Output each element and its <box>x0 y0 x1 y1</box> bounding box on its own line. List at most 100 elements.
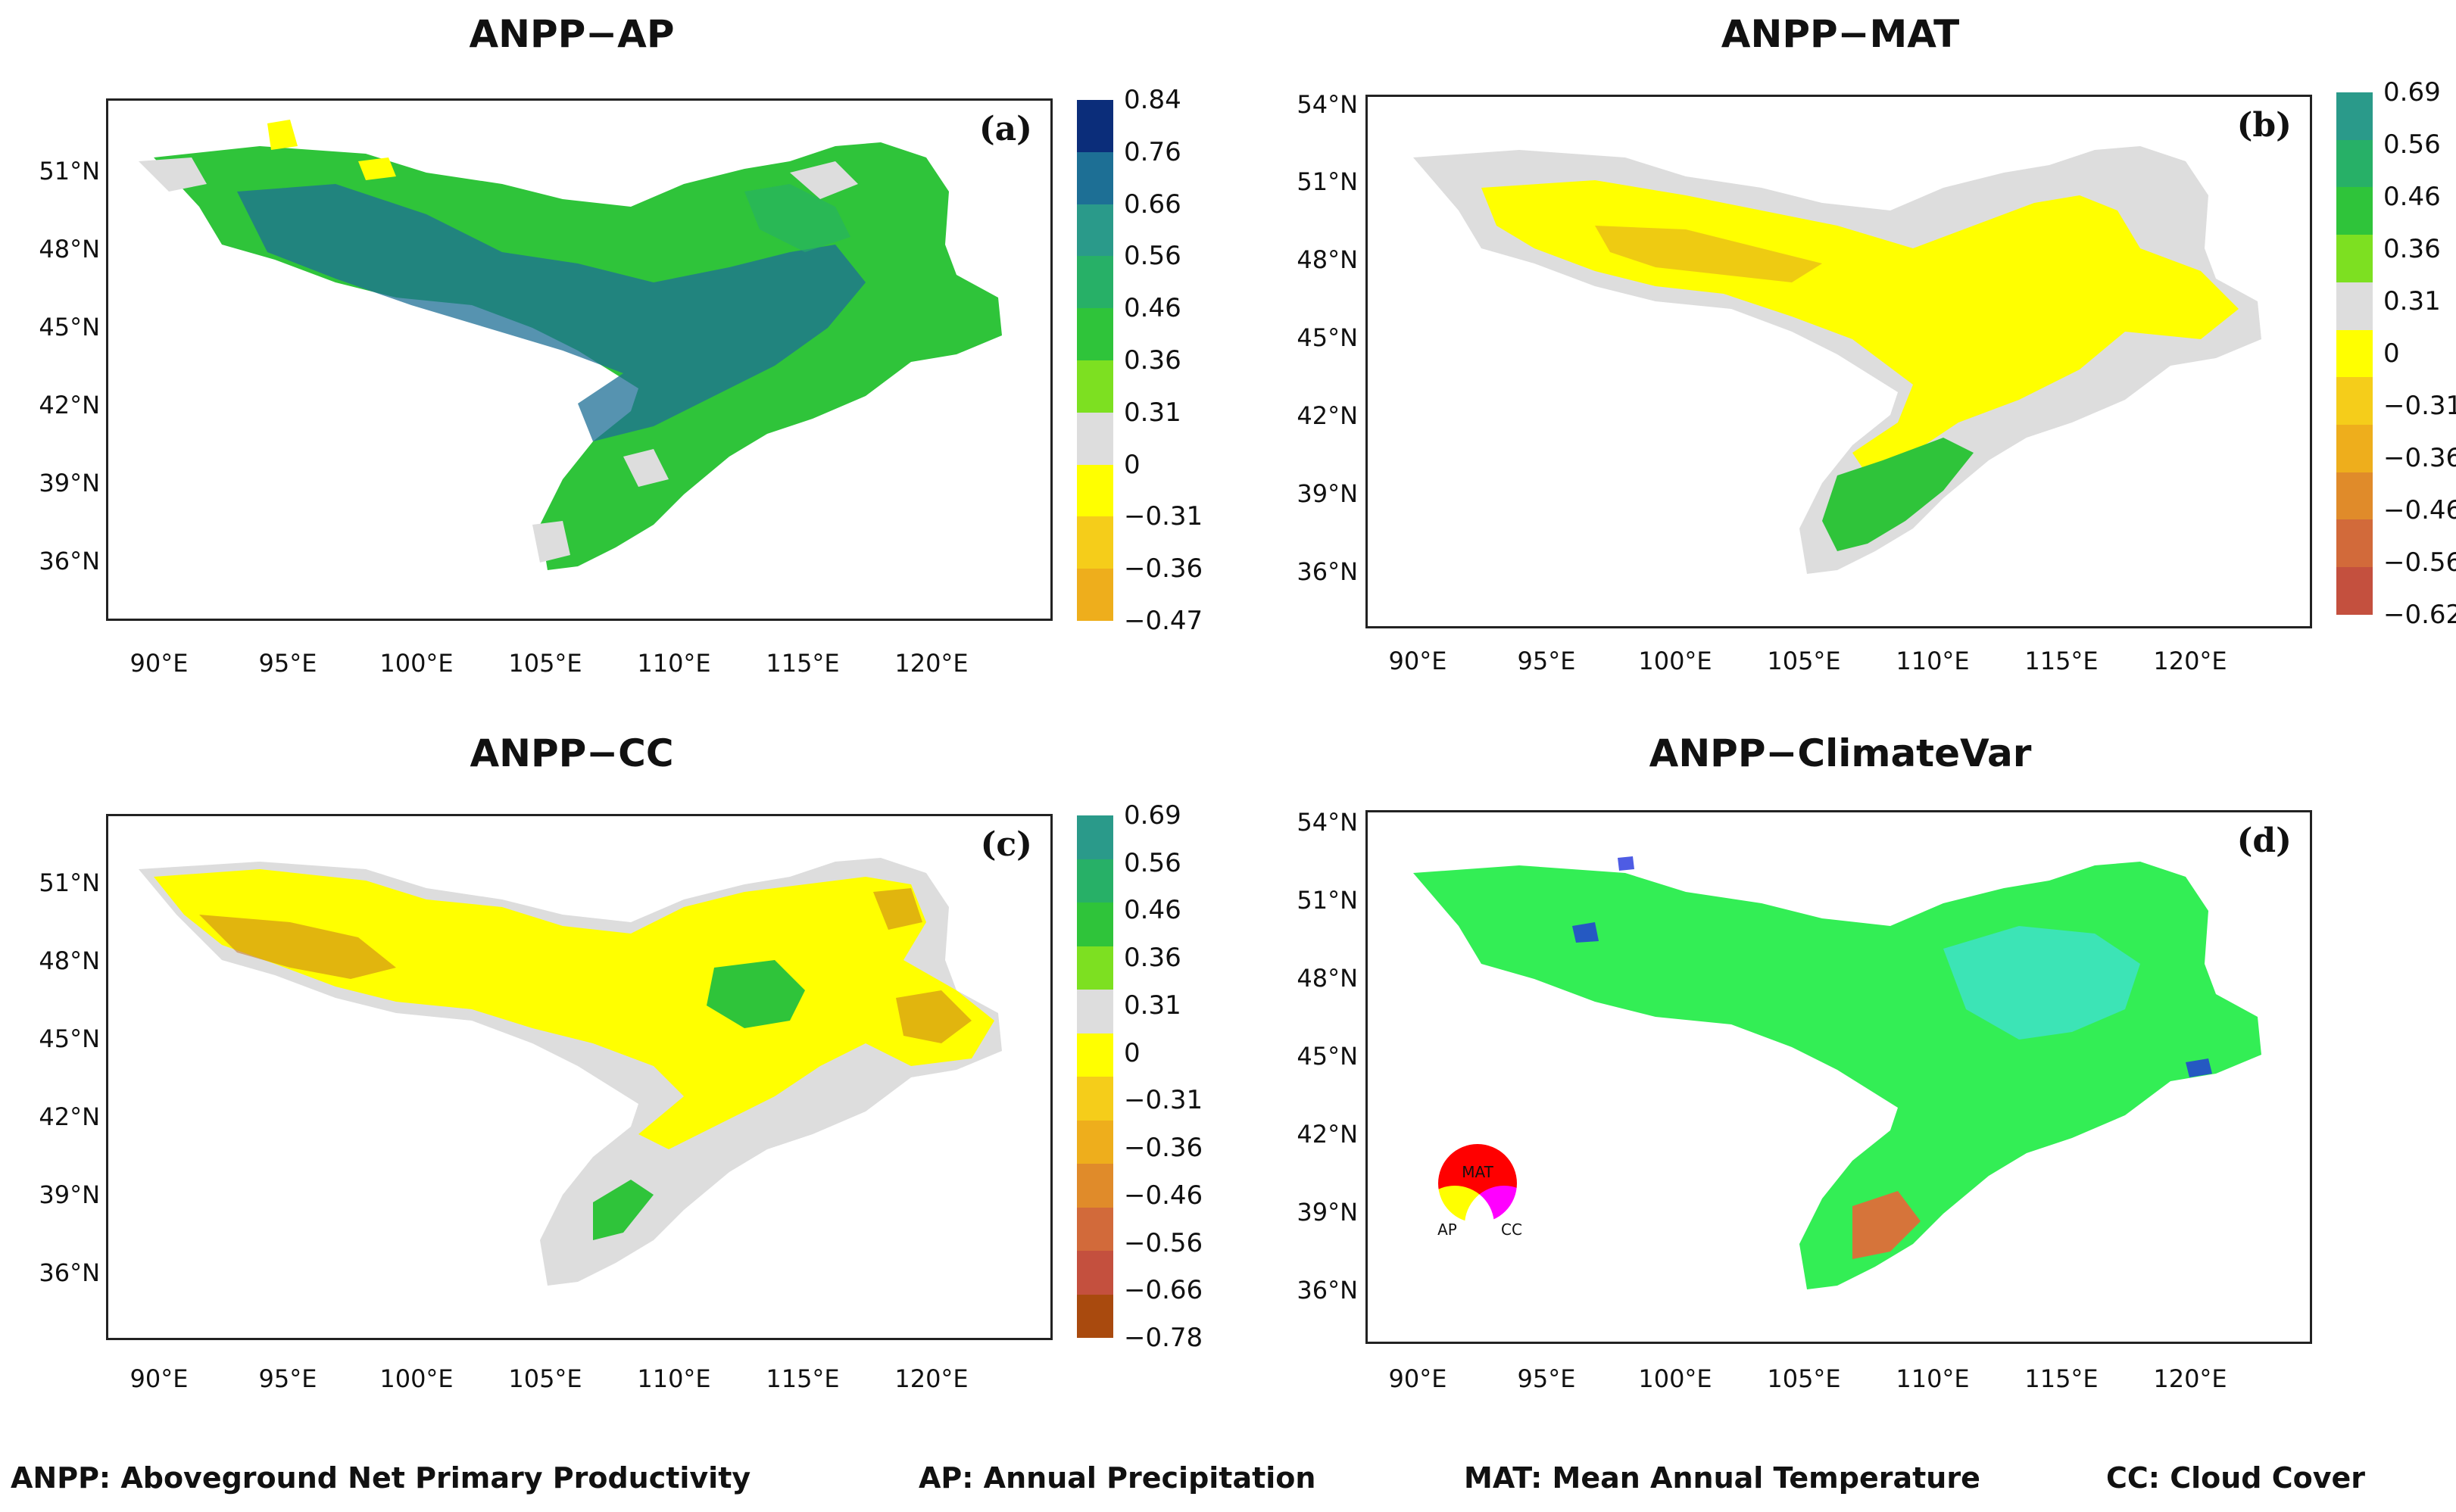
colorbar-label: −0.56 <box>2383 547 2456 578</box>
colorbar-segment <box>1077 100 1113 152</box>
colorbar-segment <box>2336 519 2373 568</box>
lat-label: 39°N <box>39 1180 100 1209</box>
lon-label: 115°E <box>2024 647 2099 675</box>
colorbar-segment <box>2336 187 2373 235</box>
colorbar <box>1077 815 1113 1338</box>
panel-title: ANPP−AP <box>469 12 675 56</box>
lon-label: 90°E <box>130 649 189 678</box>
lat-label: 36°N <box>1297 557 1358 586</box>
lat-label: 51°N <box>1297 167 1358 196</box>
colorbar-segment <box>1077 516 1113 569</box>
colorbar-segment <box>1077 464 1113 517</box>
colorbar-label: 0 <box>2383 338 2400 369</box>
colorbar-label: −0.36 <box>1124 553 1203 585</box>
colorbar-segment <box>1077 946 1113 990</box>
lon-label: 95°E <box>258 1364 317 1393</box>
red-area <box>1852 1191 1921 1259</box>
map-frame: (d) MAT AP CC <box>1365 810 2312 1344</box>
panel-title: ANPP−ClimateVar <box>1649 731 2032 775</box>
colorbar-segment <box>1077 360 1113 413</box>
colorbar <box>1077 100 1113 621</box>
colorbar-segment <box>1077 1120 1113 1164</box>
colorbar-segment <box>1077 1294 1113 1338</box>
negative-correlation-area <box>154 869 994 1149</box>
lat-label: 42°N <box>39 1102 100 1131</box>
lat-label: 42°N <box>1297 1120 1358 1149</box>
lon-label: 120°E <box>2153 1364 2227 1393</box>
colorbar-label: 0.31 <box>1124 990 1181 1021</box>
colorbar-label: 0.36 <box>1124 345 1181 376</box>
colorbar-segment <box>1077 1207 1113 1251</box>
lat-label: 51°N <box>1297 886 1358 915</box>
cc-circle <box>1465 1186 1543 1264</box>
lat-label: 48°N <box>1297 964 1358 993</box>
colorbar-segment <box>1077 569 1113 621</box>
colorbar-label: −0.46 <box>2383 495 2456 525</box>
strong-correlation-area <box>237 184 866 441</box>
strong-negative-area <box>1595 226 1822 282</box>
lon-label: 90°E <box>1388 1364 1447 1393</box>
colorbar-label: 0.56 <box>1124 847 1181 878</box>
colorbar-label: 0.76 <box>1124 136 1181 167</box>
colorbar-label: −0.47 <box>1124 606 1203 636</box>
region-map <box>1413 856 2261 1289</box>
colorbar-segment <box>1077 1033 1113 1077</box>
colorbar-segment <box>2336 472 2373 520</box>
lat-label: 39°N <box>39 469 100 497</box>
colorbar-label: −0.62 <box>2383 600 2456 630</box>
footer-ap: AP: Annual Precipitation <box>919 1461 1316 1495</box>
region-map <box>139 858 1002 1286</box>
lat-label: 42°N <box>1297 401 1358 430</box>
lon-label: 105°E <box>1767 1364 1841 1393</box>
venn-label-cc: CC <box>1501 1221 1522 1239</box>
lon-label: 115°E <box>766 1364 840 1393</box>
colorbar-label: 0.36 <box>2383 234 2441 264</box>
lon-label: 110°E <box>1896 1364 1970 1393</box>
lon-label: 100°E <box>379 1364 454 1393</box>
positive-correlation-area <box>593 960 805 1240</box>
colorbar-segment <box>1077 151 1113 204</box>
lat-label: 36°N <box>39 547 100 575</box>
colorbar-label: 0 <box>1124 449 1141 480</box>
colorbar-segment <box>1077 256 1113 309</box>
colorbar-segment <box>2336 282 2373 330</box>
lat-label: 36°N <box>39 1258 100 1287</box>
lon-label: 110°E <box>1896 647 1970 675</box>
lon-label: 115°E <box>2024 1364 2099 1393</box>
panel-title: ANPP−CC <box>470 731 674 775</box>
lat-label: 45°N <box>1297 323 1358 352</box>
lon-label: 120°E <box>894 1364 969 1393</box>
colorbar-label: 0.36 <box>1124 943 1181 974</box>
cyan-area <box>1943 926 2140 1040</box>
lon-label: 95°E <box>1517 647 1576 675</box>
lat-label: 36°N <box>1297 1276 1358 1305</box>
lat-label: 42°N <box>39 391 100 419</box>
colorbar-segment <box>2336 235 2373 282</box>
lon-label: 95°E <box>1517 1364 1576 1393</box>
colorbar-segment <box>2336 329 2373 378</box>
lat-label: 51°N <box>39 157 100 185</box>
colorbar-label: −0.56 <box>1124 1227 1203 1258</box>
lon-label: 120°E <box>894 649 969 678</box>
map-frame: (c) <box>106 814 1053 1340</box>
colorbar-label: −0.31 <box>2383 391 2456 421</box>
colorbar-label: −0.66 <box>1124 1275 1203 1306</box>
panel-label: (d) <box>2236 821 2292 860</box>
colorbar-label: −0.36 <box>2383 443 2456 473</box>
rgb-venn-legend: MAT AP CC <box>1415 1144 1543 1264</box>
colorbar <box>2336 92 2373 615</box>
colorbar-segment <box>2336 425 2373 472</box>
colorbar-segment <box>1077 815 1113 859</box>
colorbar-label: 0.56 <box>2383 129 2441 160</box>
colorbar-label: 0.84 <box>1124 85 1181 115</box>
lat-label: 45°N <box>39 313 100 341</box>
panel-title: ANPP−MAT <box>1721 12 1960 56</box>
positive-correlation-area <box>1822 438 1974 551</box>
lon-label: 115°E <box>766 649 840 678</box>
venn-label-mat: MAT <box>1462 1163 1493 1181</box>
colorbar-label: 0.31 <box>1124 397 1181 428</box>
lon-label: 90°E <box>1388 647 1447 675</box>
colorbar-label: 0.46 <box>2383 182 2441 212</box>
colorbar-segment <box>1077 308 1113 360</box>
colorbar-segment <box>2336 139 2373 188</box>
